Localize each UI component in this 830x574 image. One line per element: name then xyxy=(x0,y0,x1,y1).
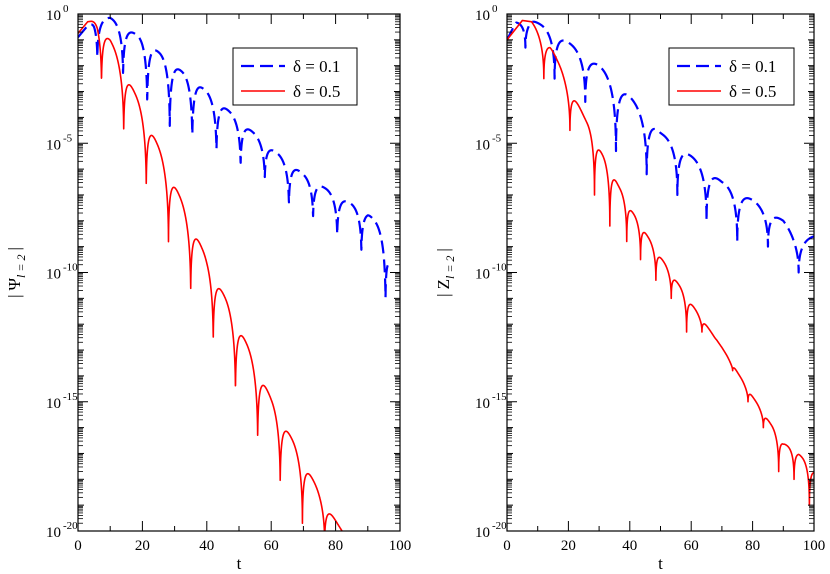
y-tick-base: 10 xyxy=(46,525,61,541)
y-tick-base: 10 xyxy=(46,267,61,283)
y-label-symbol: Z xyxy=(434,279,453,289)
y-tick-label: 10 0 xyxy=(475,3,498,24)
y-label-subscript: l = 2 xyxy=(443,256,457,279)
y-axis-label: | Zl = 2 | xyxy=(434,248,457,297)
legend-box xyxy=(668,47,795,106)
series-line-delta-0-5 xyxy=(78,20,343,531)
y-tick-exponent: 0 xyxy=(63,3,69,15)
x-tick-label: 100 xyxy=(389,538,412,554)
x-tick-label: 60 xyxy=(684,538,699,554)
y-tick-exponent: -5 xyxy=(492,132,502,144)
legend-label: δ = 0.5 xyxy=(293,82,340,101)
y-tick-label: 10 -5 xyxy=(46,132,73,153)
x-tick-label: 20 xyxy=(135,538,150,554)
legend-label: δ = 0.1 xyxy=(729,57,776,76)
x-tick-label: 20 xyxy=(561,538,576,554)
y-tick-label: 10 -10 xyxy=(46,262,78,283)
legend-box xyxy=(232,47,358,106)
y-tick-base: 10 xyxy=(46,137,61,153)
legend: δ = 0.1 δ = 0.5 xyxy=(668,47,795,106)
y-tick-label: 10 -5 xyxy=(475,132,502,153)
y-label-bar-right: | xyxy=(5,247,24,250)
x-axis-ticks: 0 20 40 60 80 100 xyxy=(74,14,411,554)
y-tick-base: 10 xyxy=(475,8,490,24)
y-tick-exponent: -5 xyxy=(63,132,73,144)
y-tick-exponent: 0 xyxy=(492,3,498,15)
y-tick-label: 10 -15 xyxy=(46,391,78,412)
series-line-delta-0-1 xyxy=(507,20,814,274)
series-line-delta-0-1 xyxy=(78,16,392,299)
y-tick-exponent: -20 xyxy=(63,520,78,532)
y-tick-label: 10 -20 xyxy=(475,520,507,541)
x-tick-label: 0 xyxy=(74,538,82,554)
y-tick-exponent: -10 xyxy=(63,262,78,274)
y-tick-exponent: -20 xyxy=(492,520,507,532)
legend-label: δ = 0.5 xyxy=(729,82,776,101)
y-label-symbol: Ψ xyxy=(5,277,24,290)
y-tick-exponent: -15 xyxy=(63,391,78,403)
x-tick-label: 80 xyxy=(328,538,343,554)
y-label-bar-left: | xyxy=(5,294,24,297)
y-label-subscript: l = 2 xyxy=(14,255,28,278)
x-tick-label: 80 xyxy=(745,538,760,554)
x-tick-label: 100 xyxy=(803,538,826,554)
y-tick-base: 10 xyxy=(475,267,490,283)
y-tick-exponent: -15 xyxy=(492,391,507,403)
y-tick-label: 10 -20 xyxy=(46,520,78,541)
plot-area xyxy=(507,19,814,506)
series-line-delta-0-5 xyxy=(507,19,814,506)
plot-area xyxy=(78,16,392,531)
y-tick-label: 10 0 xyxy=(46,3,69,24)
y-tick-label: 10 -15 xyxy=(475,391,507,412)
x-tick-label: 40 xyxy=(622,538,637,554)
y-axis-label: | Ψl = 2 | xyxy=(5,247,28,298)
y-tick-base: 10 xyxy=(475,525,490,541)
y-label-bar-left: | xyxy=(434,293,453,296)
x-axis-ticks: 0 20 40 60 80 100 xyxy=(503,14,825,554)
x-tick-label: 0 xyxy=(503,538,511,554)
y-tick-exponent: -10 xyxy=(492,262,507,274)
legend: δ = 0.1 δ = 0.5 xyxy=(232,47,358,106)
y-label-bar-right: | xyxy=(434,248,453,251)
legend-label: δ = 0.1 xyxy=(293,57,340,76)
y-tick-base: 10 xyxy=(475,396,490,412)
y-tick-label: 10 -10 xyxy=(475,262,507,283)
x-axis-label: t xyxy=(237,554,242,573)
x-tick-label: 40 xyxy=(199,538,214,554)
x-axis-label: t xyxy=(658,554,663,573)
x-tick-label: 60 xyxy=(264,538,279,554)
y-tick-base: 10 xyxy=(46,8,61,24)
y-tick-base: 10 xyxy=(46,396,61,412)
y-tick-base: 10 xyxy=(475,137,490,153)
